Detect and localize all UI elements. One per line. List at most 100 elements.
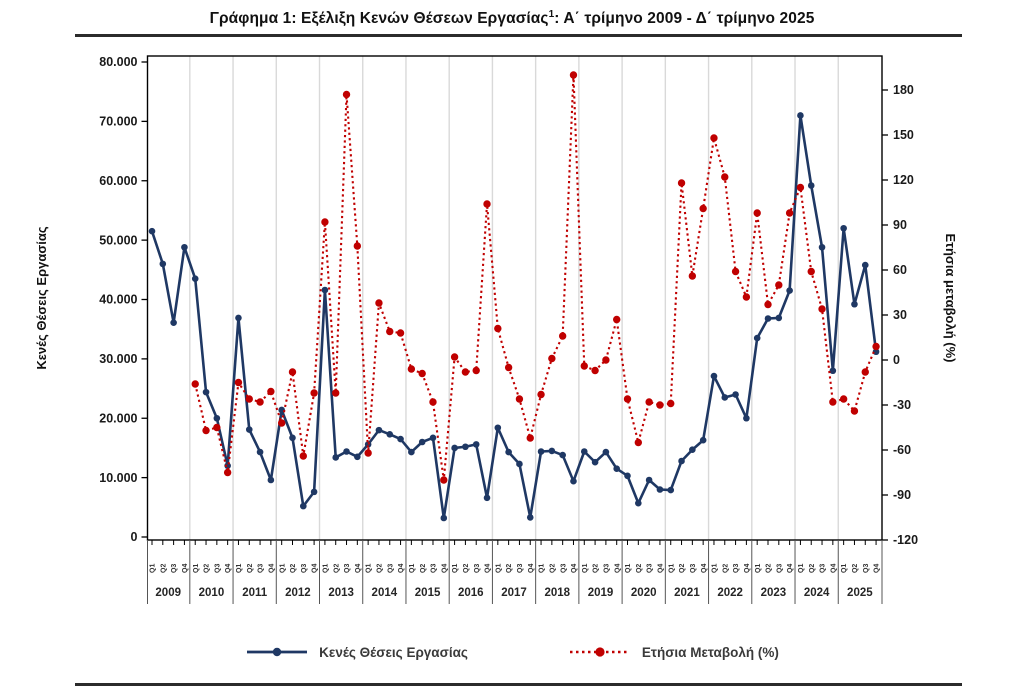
quarter-tick-label: Q2 xyxy=(722,564,729,573)
quarter-tick-label: Q1 xyxy=(279,564,286,573)
data-point-marker xyxy=(699,204,707,213)
data-point-marker xyxy=(580,448,588,455)
quarter-tick-label: Q2 xyxy=(377,564,384,573)
data-point-marker xyxy=(613,315,621,324)
data-point-marker xyxy=(256,448,264,456)
right-axis-tick-label: 0 xyxy=(893,353,900,367)
quarter-tick-label: Q4 xyxy=(787,564,794,573)
data-point-marker xyxy=(807,182,815,189)
quarter-tick-label: Q1 xyxy=(539,564,546,573)
quarter-tick-label: Q3 xyxy=(560,564,567,573)
right-axis-title: Ετήσια μεταβολή (%) xyxy=(943,234,958,363)
year-tick-label: 2013 xyxy=(328,587,354,599)
data-point-marker xyxy=(850,407,859,415)
year-tick-label: 2019 xyxy=(588,587,614,599)
data-point-marker xyxy=(375,299,383,307)
quarter-tick-label: Q4 xyxy=(485,564,492,573)
quarter-tick-label: Q1 xyxy=(582,564,589,573)
data-point-marker xyxy=(408,448,415,456)
data-point-marker xyxy=(558,332,567,340)
data-point-marker xyxy=(645,398,653,406)
left-axis-tick-label: 60.000 xyxy=(99,174,137,188)
vacancies-series-path xyxy=(150,114,878,520)
quarter-tick-label: Q3 xyxy=(301,564,308,573)
data-point-marker xyxy=(797,112,804,119)
data-point-marker xyxy=(602,356,610,364)
data-point-marker xyxy=(310,488,318,496)
data-point-marker xyxy=(332,389,340,397)
quarter-tick-label: Q4 xyxy=(441,564,448,573)
legend-item-vacancies: Κενές Θέσεις Εργασίας xyxy=(245,644,468,660)
data-point-marker xyxy=(764,315,772,322)
chart-title: Γράφημα 1: Εξέλιξη Κενών Θέσεων Εργασίας… xyxy=(0,9,1024,28)
left-axis-tick-label: 80.000 xyxy=(99,55,137,69)
data-point-marker xyxy=(829,398,837,406)
quarter-tick-label: Q1 xyxy=(409,564,416,573)
quarter-tick-label: Q3 xyxy=(474,564,481,573)
quarter-tick-label: Q3 xyxy=(344,564,351,573)
data-point-marker xyxy=(526,434,534,442)
left-axis-tick-label: 0 xyxy=(131,530,138,544)
data-point-marker xyxy=(721,173,729,181)
data-point-marker xyxy=(602,448,610,456)
quarter-tick-label: Q3 xyxy=(820,564,827,573)
data-point-marker xyxy=(591,458,599,466)
quarter-tick-label: Q2 xyxy=(852,564,859,573)
quarter-tick-label: Q4 xyxy=(571,564,578,573)
data-point-marker xyxy=(753,209,761,217)
data-point-marker xyxy=(213,423,221,432)
quarter-tick-label: Q1 xyxy=(712,564,719,573)
data-point-marker xyxy=(321,286,329,294)
data-point-marker xyxy=(537,448,545,455)
data-point-marker xyxy=(462,443,469,451)
data-point-marker xyxy=(267,476,275,484)
year-tick-label: 2010 xyxy=(199,587,225,599)
data-point-marker xyxy=(148,227,156,235)
quarter-tick-label: Q2 xyxy=(333,564,340,573)
data-point-marker xyxy=(418,369,426,378)
year-tick-label: 2011 xyxy=(242,587,268,599)
right-axis-tick-label: 120 xyxy=(893,173,914,187)
quarter-tick-label: Q2 xyxy=(247,564,254,573)
top-divider-line xyxy=(75,34,962,37)
quarter-tick-label: Q1 xyxy=(236,564,243,573)
quarter-tick-label: Q3 xyxy=(776,564,783,573)
data-point-marker xyxy=(299,452,307,460)
quarter-tick-label: Q3 xyxy=(733,564,740,573)
quarter-tick-label: Q3 xyxy=(690,564,697,573)
vacancies-series xyxy=(148,112,880,522)
data-point-marker xyxy=(624,472,631,480)
data-point-marker xyxy=(677,179,686,187)
data-point-marker xyxy=(267,387,275,396)
left-axis-tick-label: 70.000 xyxy=(99,115,137,129)
quarter-tick-label: Q1 xyxy=(798,564,805,573)
annual-change-dotted-marker-icon xyxy=(569,647,630,657)
data-point-marker xyxy=(450,353,459,361)
data-point-marker xyxy=(569,71,578,79)
data-point-marker xyxy=(840,224,847,232)
year-axis-labels: 2009 2010 2011 2012 2013 2014 2015 2016 2017 2018… xyxy=(147,540,883,604)
quarter-tick-label: Q4 xyxy=(701,564,708,573)
quarter-tick-label: Q2 xyxy=(679,564,686,573)
data-point-marker xyxy=(537,390,545,399)
data-point-marker xyxy=(472,441,480,448)
data-point-marker xyxy=(235,314,242,322)
data-point-marker xyxy=(645,476,653,484)
data-point-marker xyxy=(245,395,253,403)
chart-title-text: Γράφημα 1: Εξέλιξη Κενών Θέσεων Εργασίας xyxy=(209,10,549,28)
data-point-marker xyxy=(494,424,502,432)
chart-title-footnote-marker: 1 xyxy=(548,9,555,20)
data-point-marker xyxy=(245,426,253,433)
year-tick-label: 2020 xyxy=(631,587,657,599)
data-point-marker xyxy=(342,90,351,99)
data-point-marker xyxy=(764,300,772,309)
quarter-tick-label: Q2 xyxy=(463,564,470,573)
chart-title-period: : Α΄ τρίμηνο 2009 - Δ΄ τρίμηνο 2025 xyxy=(554,10,815,28)
vacancies-line-marker-icon xyxy=(247,647,308,657)
quarter-tick-label: Q4 xyxy=(744,564,751,573)
data-point-marker xyxy=(861,261,869,269)
right-axis-tick-label: -30 xyxy=(893,398,911,412)
data-point-marker xyxy=(321,218,329,226)
